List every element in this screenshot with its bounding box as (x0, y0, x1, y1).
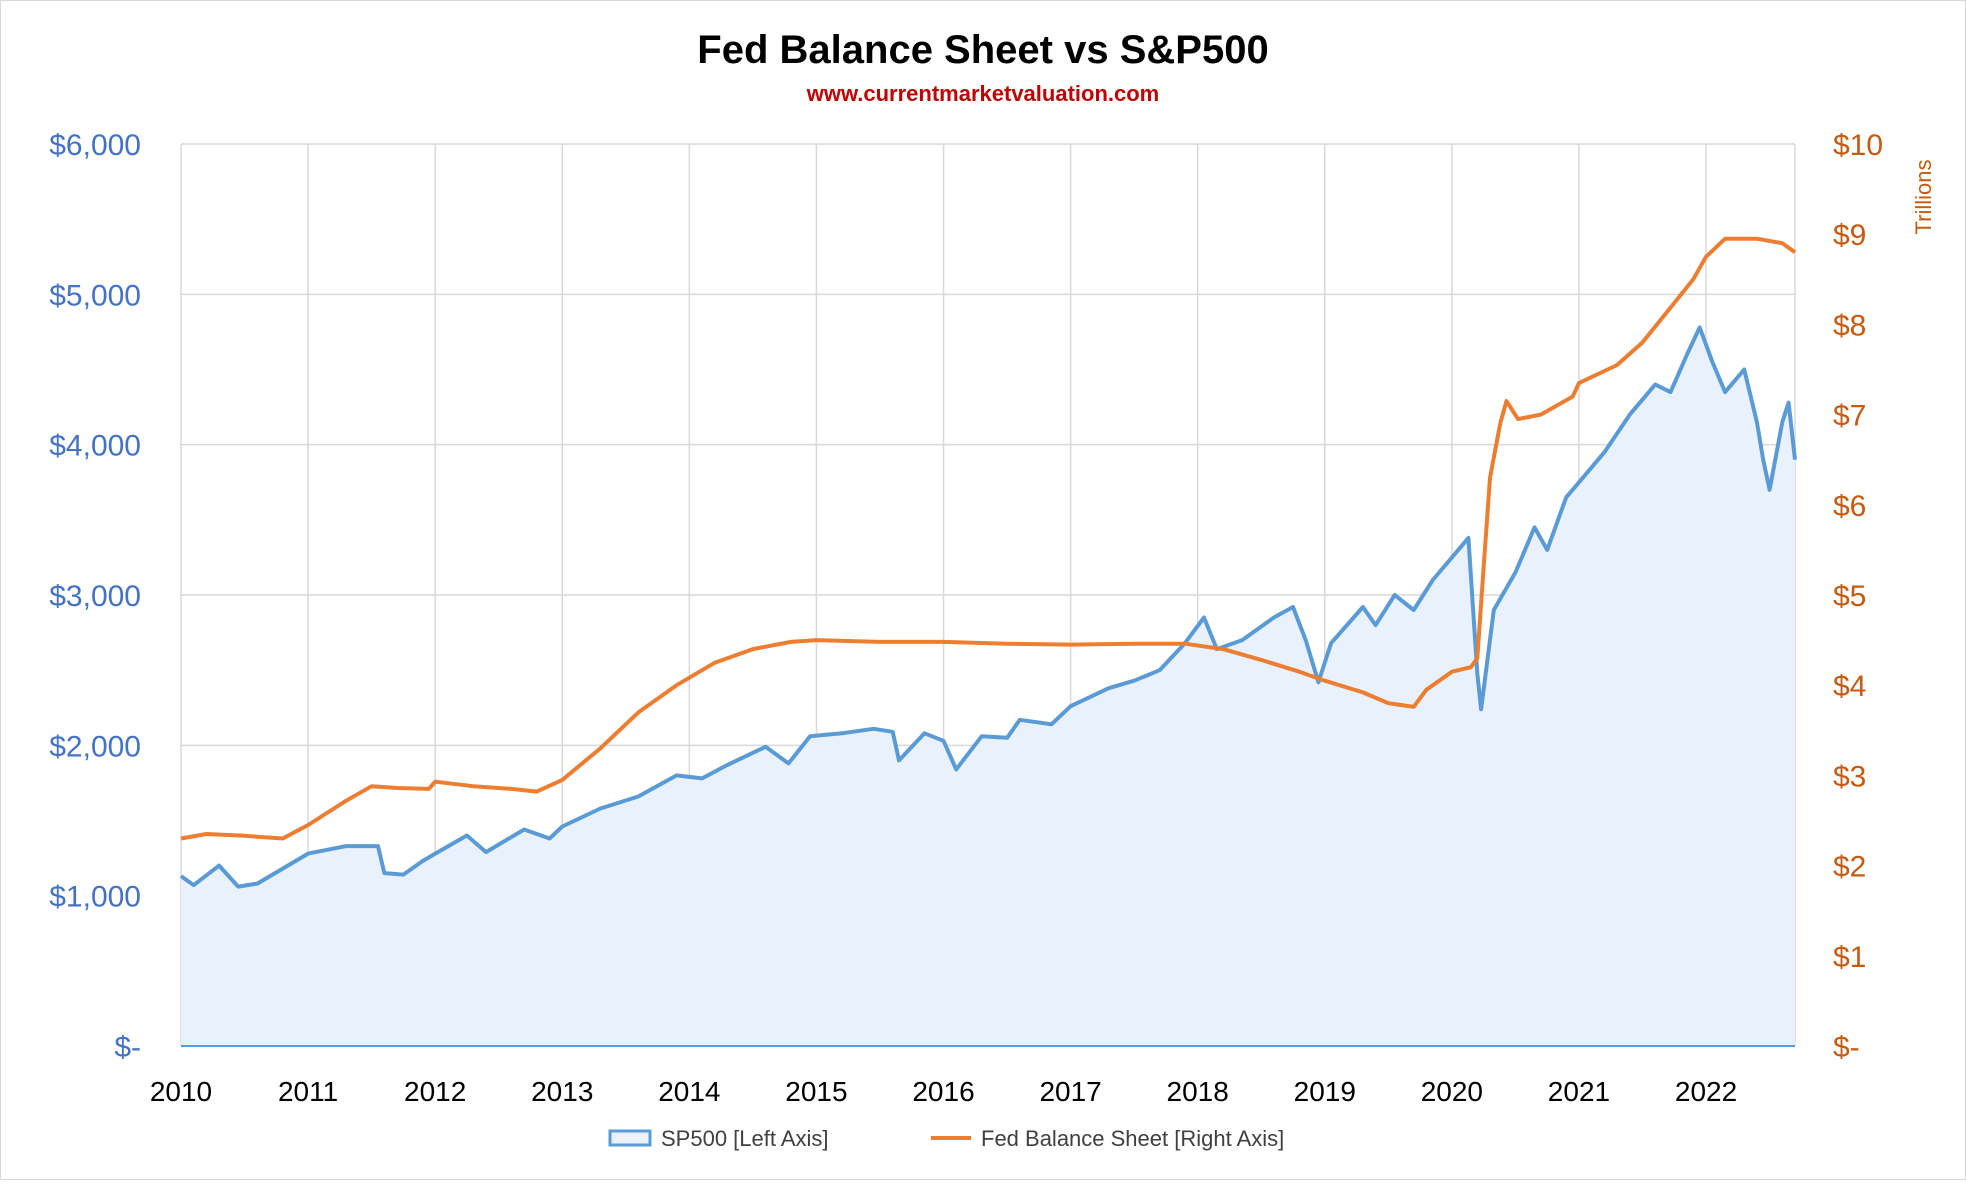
legend-swatch-sp500 (608, 1129, 652, 1147)
fed-balance-line (180, 236, 1797, 841)
sp500-area-fill (181, 327, 1795, 1046)
series-lines (179, 236, 1797, 1047)
x-tick-label: 2012 (404, 1076, 466, 1107)
legend-label-sp500: SP500 [Left Axis] (661, 1126, 829, 1151)
right-tick-label: $4 (1833, 670, 1866, 703)
right-tick-label: $3 (1833, 760, 1866, 793)
left-y-axis: $- $1,000 $2,000 $3,000 $4,000 $5,000 $6,000 (49, 129, 141, 1064)
right-y-axis: $- $1 $2 $3 $4 $5 $6 $7 $8 $9 $10 (1833, 129, 1883, 1064)
right-tick-label: $8 (1833, 309, 1866, 342)
left-tick-label: $1,000 (49, 881, 141, 914)
x-tick-label: 2014 (658, 1076, 720, 1107)
chart-subtitle: www.currentmarketvaluation.com (806, 81, 1160, 106)
left-tick-label: $4,000 (49, 430, 141, 463)
right-tick-label: $- (1833, 1031, 1860, 1064)
sp500-area (181, 327, 1795, 1046)
right-tick-label: $1 (1833, 941, 1866, 974)
left-tick-label: $3,000 (49, 580, 141, 613)
x-tick-label: 2010 (150, 1076, 212, 1107)
right-tick-label: $5 (1833, 580, 1866, 613)
right-tick-label: $7 (1833, 400, 1866, 433)
right-tick-label: $9 (1833, 219, 1866, 252)
x-tick-label: 2015 (785, 1076, 847, 1107)
x-tick-label: 2021 (1548, 1076, 1610, 1107)
x-tick-label: 2016 (912, 1076, 974, 1107)
sp500-line (179, 325, 1797, 889)
x-tick-label: 2022 (1675, 1076, 1737, 1107)
left-tick-label: $5,000 (49, 279, 141, 312)
x-tick-label: 2019 (1294, 1076, 1356, 1107)
right-tick-label: $10 (1833, 129, 1883, 162)
right-axis-title: Trillions (1911, 160, 1936, 235)
x-tick-label: 2017 (1039, 1076, 1101, 1107)
legend-label-fed: Fed Balance Sheet [Right Axis] (981, 1126, 1284, 1151)
x-tick-label: 2018 (1167, 1076, 1229, 1107)
left-tick-label: $2,000 (49, 730, 141, 763)
x-tick-label: 2013 (531, 1076, 593, 1107)
left-tick-label: $6,000 (49, 129, 141, 162)
x-axis: 2010 2011 2012 2013 2014 2015 2016 2017 2018 2019… (150, 1076, 1737, 1107)
x-tick-label: 2011 (278, 1076, 338, 1107)
right-tick-label: $6 (1833, 490, 1866, 523)
legend: SP500 [Left Axis] Fed Balance Sheet [Rig… (608, 1126, 1284, 1151)
left-tick-label: $- (114, 1031, 141, 1064)
right-tick-label: $2 (1833, 851, 1866, 884)
x-tick-label: 2020 (1421, 1076, 1483, 1107)
chart-title: Fed Balance Sheet vs S&P500 (697, 28, 1268, 72)
